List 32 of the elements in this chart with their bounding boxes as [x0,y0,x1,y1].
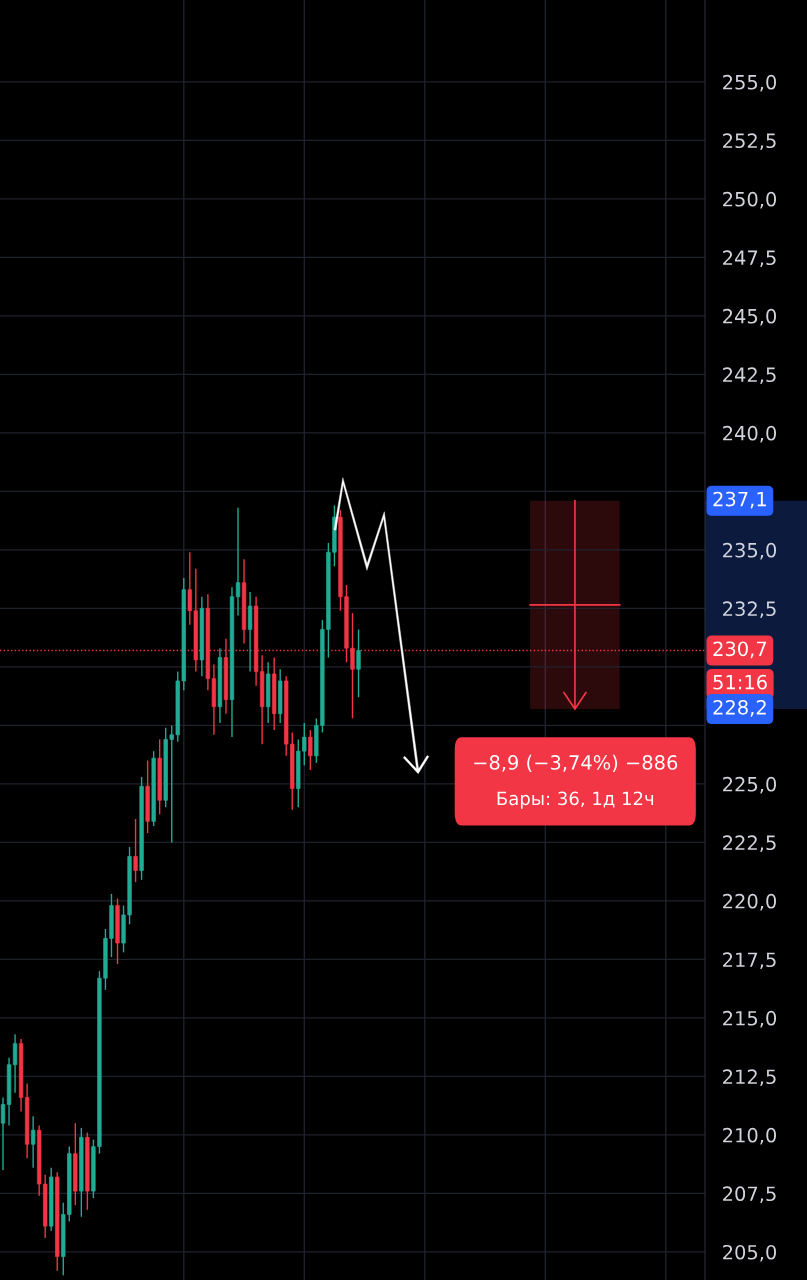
candlestick [0,1096,6,1171]
y-tick-label: 252,5 [723,133,776,151]
y-tick-label: 247,5 [723,250,776,268]
y-tick-label: 232,5 [723,601,776,619]
candlestick [12,1033,18,1094]
y-tick-label: 207,5 [723,1186,776,1204]
y-tick-label: 250,0 [723,191,777,209]
y-tick-label: 240,0 [723,425,777,443]
annotation: −8,9 (−3,74%) −886 [474,754,678,773]
candlestick [235,507,241,617]
ref-line-label: 230,7 [713,641,767,659]
candlestick [247,591,253,673]
y-tick-label: 212,5 [723,1069,776,1087]
text: 51:16 [713,674,767,690]
y-tick-label: 245,0 [723,308,777,326]
y-tick-label: 225,0 [723,776,777,794]
y-tick-label: 235,0 [723,542,777,560]
y-tick-label: 242,5 [723,367,776,385]
y-tick-label: 210,0 [723,1127,777,1145]
y-tick-label: 222,5 [723,835,776,853]
y-tick-label: 217,5 [723,952,776,970]
y-tick-label: 215,0 [723,1010,777,1028]
candlestick [308,729,313,771]
candlestick [133,818,138,883]
candlestick [356,628,361,699]
text: 237,1 [713,491,766,509]
y-tick-label: 205,0 [723,1244,777,1262]
annotation: Бары: 36, 1д 12ч [497,791,654,809]
y-tick-label: 255,0 [723,74,777,92]
y-tick-label: 220,0 [723,893,777,911]
candlestick [30,1115,36,1169]
text: 228,2 [713,699,766,717]
